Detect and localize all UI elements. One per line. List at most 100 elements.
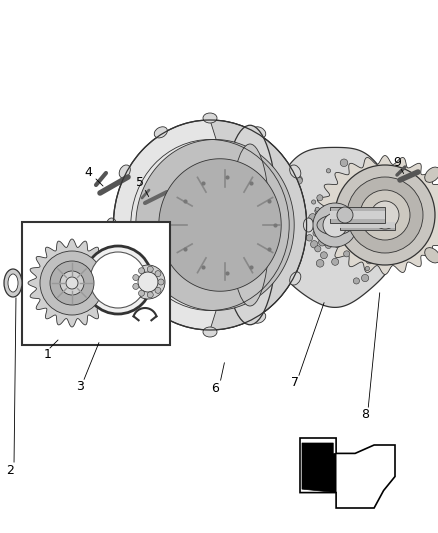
Circle shape <box>321 252 327 259</box>
Polygon shape <box>28 239 116 327</box>
Circle shape <box>317 195 323 201</box>
Circle shape <box>347 177 423 253</box>
Polygon shape <box>302 443 336 492</box>
Circle shape <box>325 242 332 248</box>
Ellipse shape <box>119 165 131 178</box>
Circle shape <box>350 246 356 252</box>
Ellipse shape <box>4 269 22 297</box>
Circle shape <box>299 217 303 222</box>
Circle shape <box>311 240 318 248</box>
Circle shape <box>323 213 347 237</box>
Circle shape <box>133 274 139 280</box>
Circle shape <box>332 259 339 265</box>
Circle shape <box>155 271 161 277</box>
Circle shape <box>345 233 351 240</box>
Circle shape <box>138 268 145 274</box>
Text: 5: 5 <box>136 176 144 190</box>
Circle shape <box>315 207 319 212</box>
Text: 9: 9 <box>393 156 401 168</box>
Ellipse shape <box>203 113 217 123</box>
Circle shape <box>284 238 289 243</box>
Circle shape <box>60 271 84 295</box>
Circle shape <box>291 219 296 223</box>
Ellipse shape <box>154 312 167 323</box>
Circle shape <box>361 274 369 281</box>
Circle shape <box>343 251 350 257</box>
Ellipse shape <box>425 248 438 263</box>
Circle shape <box>335 165 435 265</box>
Text: 4: 4 <box>84 166 92 179</box>
Ellipse shape <box>253 127 266 138</box>
Ellipse shape <box>154 127 167 138</box>
Ellipse shape <box>304 218 314 232</box>
Circle shape <box>382 243 389 249</box>
Circle shape <box>147 292 153 298</box>
Text: 8: 8 <box>361 408 369 422</box>
Circle shape <box>315 246 321 252</box>
Circle shape <box>365 266 370 271</box>
Circle shape <box>316 260 324 267</box>
Circle shape <box>50 261 94 305</box>
Ellipse shape <box>230 144 270 306</box>
Ellipse shape <box>106 218 117 232</box>
Circle shape <box>138 290 145 296</box>
Circle shape <box>337 207 353 223</box>
Circle shape <box>315 208 319 213</box>
Bar <box>340 220 395 230</box>
Circle shape <box>311 200 316 204</box>
Text: 7: 7 <box>291 376 299 390</box>
Circle shape <box>340 159 348 167</box>
Circle shape <box>326 168 331 173</box>
Circle shape <box>327 204 335 212</box>
Ellipse shape <box>425 167 438 182</box>
Circle shape <box>147 266 153 272</box>
Circle shape <box>291 266 298 273</box>
Text: 3: 3 <box>76 381 84 393</box>
Circle shape <box>306 235 313 241</box>
Circle shape <box>313 230 319 236</box>
Polygon shape <box>300 438 395 508</box>
Circle shape <box>382 218 387 223</box>
Bar <box>330 211 385 219</box>
Circle shape <box>287 187 291 191</box>
Polygon shape <box>315 156 438 274</box>
Ellipse shape <box>119 272 131 285</box>
Polygon shape <box>159 159 281 291</box>
Circle shape <box>66 277 78 289</box>
Circle shape <box>345 199 350 204</box>
Ellipse shape <box>290 272 301 285</box>
Ellipse shape <box>317 215 353 235</box>
Text: 2: 2 <box>6 464 14 477</box>
Circle shape <box>138 272 158 292</box>
Polygon shape <box>113 120 307 330</box>
Circle shape <box>387 201 394 208</box>
Circle shape <box>155 287 161 293</box>
Bar <box>22 222 170 345</box>
Ellipse shape <box>290 165 301 178</box>
Circle shape <box>84 246 152 314</box>
Circle shape <box>309 214 317 222</box>
Circle shape <box>383 223 390 230</box>
Text: 6: 6 <box>211 382 219 394</box>
Polygon shape <box>136 140 294 311</box>
Circle shape <box>40 251 104 315</box>
Circle shape <box>387 236 392 241</box>
Circle shape <box>297 176 302 182</box>
Ellipse shape <box>8 274 18 292</box>
Circle shape <box>353 278 360 284</box>
Circle shape <box>366 257 373 264</box>
Text: 1: 1 <box>44 349 52 361</box>
Circle shape <box>295 177 302 184</box>
Circle shape <box>360 190 410 240</box>
Bar <box>340 222 395 228</box>
Ellipse shape <box>222 125 278 325</box>
Circle shape <box>90 252 146 308</box>
Circle shape <box>313 203 357 247</box>
Polygon shape <box>210 120 307 330</box>
Ellipse shape <box>203 327 217 337</box>
Bar <box>330 207 385 223</box>
Polygon shape <box>272 148 403 308</box>
Circle shape <box>338 240 343 245</box>
Circle shape <box>133 284 139 289</box>
Ellipse shape <box>253 312 266 323</box>
